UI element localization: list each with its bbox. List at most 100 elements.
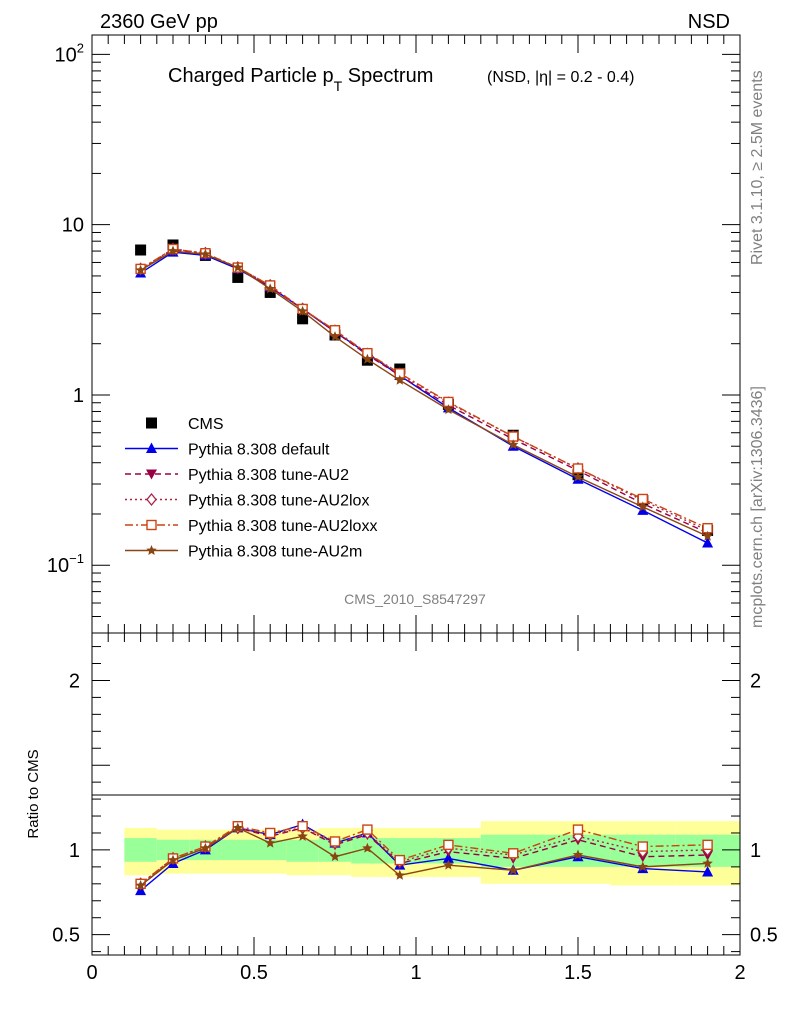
ratio-series-group bbox=[135, 818, 714, 896]
ratio-series-4-point bbox=[329, 851, 341, 862]
main-ytick-label: 1 bbox=[73, 385, 84, 407]
legend-marker bbox=[146, 417, 157, 429]
ratio-series-3-point bbox=[508, 848, 519, 859]
ratio-series-4-point bbox=[167, 854, 179, 865]
main-series-5-line bbox=[140, 250, 708, 537]
legend-marker bbox=[146, 519, 157, 531]
legend-entry-5: Pythia 8.308 tune-AU2m bbox=[125, 544, 362, 561]
ratio-series-3-point bbox=[394, 854, 405, 866]
main-ytick-label: 10 bbox=[62, 215, 84, 237]
ratio-series-3-point bbox=[637, 841, 648, 852]
ratio-series-0-point bbox=[442, 852, 454, 863]
ratio-series-3-point bbox=[572, 824, 584, 835]
main-series-3-line bbox=[140, 248, 708, 532]
energy-label: 2360 GeV pp bbox=[100, 11, 218, 33]
chart-title-tail: Spectrum bbox=[342, 65, 433, 87]
ratio-series-4-point bbox=[702, 857, 713, 868]
legend-marker bbox=[146, 442, 157, 453]
process-label: NSD bbox=[688, 11, 730, 33]
main-series-5-point bbox=[637, 501, 649, 512]
main-series-1-point bbox=[702, 537, 714, 548]
ratio-series-4 bbox=[135, 822, 713, 890]
ratio-series-3-line bbox=[140, 825, 708, 885]
main-series-1-point bbox=[637, 504, 649, 515]
legend-label: Pythia 8.308 tune-AU2lox bbox=[188, 493, 369, 510]
main-series-5-point bbox=[572, 471, 584, 482]
main-series-4-line bbox=[140, 248, 708, 529]
rivet-label: Rivet 3.1.10, ≥ 2.5M events bbox=[749, 70, 766, 265]
analysis-id: CMS_2010_S8547297 bbox=[344, 591, 486, 607]
legend-marker bbox=[146, 469, 157, 480]
ratio-series-3-point bbox=[702, 839, 713, 851]
main-series-5-point bbox=[507, 439, 519, 450]
legend-entry-3: Pythia 8.308 tune-AU2lox bbox=[125, 493, 369, 510]
ratio-series-4-point bbox=[200, 842, 211, 853]
legend-entry-0: CMS bbox=[146, 416, 224, 433]
ratio-xtick-label: 0.5 bbox=[240, 962, 268, 984]
main-series-5-point bbox=[232, 262, 244, 273]
ratio-series-4-point bbox=[443, 859, 454, 870]
ratio-panel: 0 0.5 1 1.5 2 2 2 1 1 0.5 0.5 Ratio to CMS bbox=[25, 632, 778, 984]
ratio-series-4-line bbox=[140, 827, 708, 887]
ratio-band-inner bbox=[124, 838, 157, 862]
legend-entry-1: Pythia 8.308 default bbox=[125, 442, 330, 459]
ratio-ytick-label-right: 1 bbox=[750, 840, 761, 862]
main-series-5-point bbox=[135, 264, 146, 275]
main-ytick-label: 10−1 bbox=[47, 551, 84, 577]
ratio-ytick-label-right: 0.5 bbox=[750, 925, 778, 947]
main-series-5-point bbox=[297, 305, 308, 316]
legend: CMS Pythia 8.308 default Pythia 8.308 tune… bbox=[125, 416, 377, 561]
legend-label: Pythia 8.308 tune-AU2m bbox=[188, 544, 362, 561]
ratio-xtick-label: 1.5 bbox=[564, 962, 592, 984]
ratio-series-3-point bbox=[443, 839, 454, 851]
ratio-series-3-point bbox=[362, 824, 373, 835]
ratio-series-3-point bbox=[297, 821, 308, 832]
main-series-group bbox=[135, 239, 714, 548]
legend-label: CMS bbox=[188, 416, 224, 433]
ratio-series-4-point bbox=[572, 849, 584, 860]
legend-label: Pythia 8.308 tune-AU2 bbox=[188, 467, 349, 484]
ratio-band-inner bbox=[286, 839, 319, 862]
chart-title-main: Charged Particle p bbox=[168, 65, 334, 87]
chart-title: Charged Particle pT Spectrum bbox=[168, 65, 433, 94]
main-series-5-point bbox=[362, 353, 373, 364]
ratio-ytick-label-right: 2 bbox=[750, 670, 761, 692]
main-series-5-point bbox=[200, 248, 211, 259]
main-ytick-label: 102 bbox=[55, 40, 84, 66]
legend-marker bbox=[146, 545, 157, 555]
main-series-5-point bbox=[702, 530, 713, 541]
legend-label: Pythia 8.308 default bbox=[188, 442, 330, 459]
main-series-5 bbox=[135, 245, 713, 541]
ratio-series-4-point bbox=[394, 869, 406, 880]
main-series-4 bbox=[135, 243, 713, 534]
main-series-0-point bbox=[297, 313, 309, 325]
ratio-series-0-line bbox=[140, 823, 708, 892]
ratio-ytick-label-left: 1 bbox=[69, 840, 80, 862]
main-axes: 10−1 1 10 102 bbox=[47, 35, 741, 634]
ratio-series-3-point bbox=[265, 827, 276, 839]
ratio-series-3-point bbox=[329, 836, 341, 847]
ratio-series-4-point bbox=[297, 830, 308, 841]
main-series-5-point bbox=[264, 283, 276, 294]
legend-entry-4: Pythia 8.308 tune-AU2loxx bbox=[125, 518, 377, 535]
main-series-2-line bbox=[140, 249, 708, 534]
main-series-0-point bbox=[135, 244, 147, 256]
main-series-5-point bbox=[443, 404, 454, 415]
ratio-band-inner bbox=[221, 839, 254, 861]
ratio-xtick-label: 1 bbox=[410, 962, 421, 984]
chart-title-note: (NSD, |η| = 0.2 - 0.4) bbox=[487, 69, 634, 86]
legend-marker bbox=[146, 492, 157, 507]
main-series-5-point bbox=[394, 374, 406, 385]
legend-label: Pythia 8.308 tune-AU2loxx bbox=[188, 518, 377, 535]
main-series-5-point bbox=[167, 245, 179, 256]
ratio-axes: 0 0.5 1 1.5 2 2 2 1 1 0.5 0.5 bbox=[52, 633, 778, 984]
ratio-series-4-point bbox=[637, 861, 649, 872]
ratio-series-0-point bbox=[702, 865, 714, 877]
ratio-series-4-point bbox=[362, 842, 373, 853]
legend-entry-2: Pythia 8.308 tune-AU2 bbox=[125, 467, 349, 484]
main-series-5-point bbox=[329, 331, 341, 342]
ratio-series-4-point bbox=[232, 822, 244, 833]
mcplots-label: mcplots.cern.ch [arXiv:1306.3436] bbox=[749, 386, 766, 628]
